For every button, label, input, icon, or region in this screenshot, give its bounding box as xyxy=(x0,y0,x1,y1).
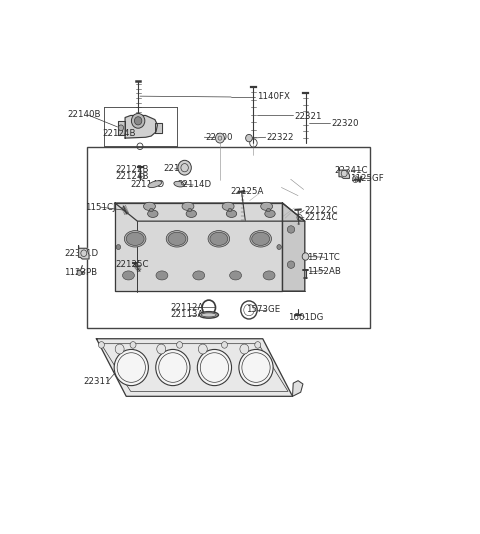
Ellipse shape xyxy=(288,261,295,269)
Ellipse shape xyxy=(122,271,134,280)
Text: 22114D: 22114D xyxy=(177,180,211,190)
Text: 1571TC: 1571TC xyxy=(307,253,340,262)
Ellipse shape xyxy=(114,349,148,386)
Ellipse shape xyxy=(126,232,144,246)
Ellipse shape xyxy=(188,208,192,211)
Text: 22124C: 22124C xyxy=(305,214,338,222)
Circle shape xyxy=(77,271,82,276)
Text: 22341C: 22341C xyxy=(335,166,368,175)
Bar xyxy=(87,147,370,328)
Text: 22321: 22321 xyxy=(294,112,322,121)
Circle shape xyxy=(177,342,182,348)
Ellipse shape xyxy=(197,349,231,386)
Text: 22140B: 22140B xyxy=(67,110,101,119)
Circle shape xyxy=(98,342,105,348)
Text: 1601DG: 1601DG xyxy=(288,313,323,322)
Circle shape xyxy=(134,117,142,125)
Ellipse shape xyxy=(229,271,241,280)
Ellipse shape xyxy=(193,271,204,280)
Polygon shape xyxy=(96,339,292,396)
Text: 22124B: 22124B xyxy=(115,172,148,181)
Text: 22124B: 22124B xyxy=(103,129,136,138)
Polygon shape xyxy=(118,121,125,135)
Text: 1573GE: 1573GE xyxy=(246,305,280,315)
Ellipse shape xyxy=(166,231,188,247)
Text: 1125GF: 1125GF xyxy=(350,174,384,183)
Text: 22125A: 22125A xyxy=(230,187,264,196)
Polygon shape xyxy=(339,168,349,178)
Ellipse shape xyxy=(186,210,196,217)
Text: 22341D: 22341D xyxy=(64,249,98,258)
Circle shape xyxy=(119,125,124,131)
Ellipse shape xyxy=(210,232,228,246)
Text: 22122C: 22122C xyxy=(305,206,338,215)
Ellipse shape xyxy=(148,180,162,187)
Circle shape xyxy=(178,160,192,175)
Circle shape xyxy=(157,344,166,354)
Ellipse shape xyxy=(261,202,273,210)
Ellipse shape xyxy=(144,202,156,210)
Ellipse shape xyxy=(208,231,229,247)
Text: 22129: 22129 xyxy=(163,164,191,174)
Ellipse shape xyxy=(174,182,184,187)
Polygon shape xyxy=(292,381,303,396)
Text: 22112A: 22112A xyxy=(171,303,204,312)
Ellipse shape xyxy=(222,202,234,210)
Ellipse shape xyxy=(156,349,190,386)
Ellipse shape xyxy=(267,208,270,211)
Polygon shape xyxy=(115,203,305,221)
Ellipse shape xyxy=(182,202,194,210)
Circle shape xyxy=(302,253,309,260)
Text: 1140FX: 1140FX xyxy=(257,92,290,101)
Circle shape xyxy=(255,342,261,348)
Polygon shape xyxy=(125,115,157,138)
Ellipse shape xyxy=(228,208,232,211)
Text: 22322: 22322 xyxy=(267,133,294,142)
Text: 22311: 22311 xyxy=(83,377,110,386)
Text: 22122B: 22122B xyxy=(115,165,148,174)
Ellipse shape xyxy=(168,232,186,246)
Text: 22113A: 22113A xyxy=(171,310,204,319)
Polygon shape xyxy=(115,203,282,291)
Text: 22320: 22320 xyxy=(332,119,359,128)
Ellipse shape xyxy=(226,210,237,217)
Circle shape xyxy=(115,344,124,354)
Polygon shape xyxy=(282,203,305,291)
Circle shape xyxy=(246,135,252,142)
Ellipse shape xyxy=(116,245,120,249)
Polygon shape xyxy=(79,246,89,259)
Ellipse shape xyxy=(239,349,273,386)
Text: 1151CJ: 1151CJ xyxy=(85,203,116,211)
Circle shape xyxy=(130,342,136,348)
Ellipse shape xyxy=(199,312,218,318)
Text: 22125C: 22125C xyxy=(115,260,148,269)
Ellipse shape xyxy=(263,271,275,280)
Circle shape xyxy=(240,344,249,354)
Text: 22114D: 22114D xyxy=(131,180,165,190)
Ellipse shape xyxy=(277,245,281,249)
Text: 1152AB: 1152AB xyxy=(307,267,341,276)
Ellipse shape xyxy=(124,231,146,247)
Ellipse shape xyxy=(252,232,270,246)
Text: 1123PB: 1123PB xyxy=(64,268,97,277)
Ellipse shape xyxy=(265,210,275,217)
Ellipse shape xyxy=(156,271,168,280)
Circle shape xyxy=(216,133,225,143)
Circle shape xyxy=(198,344,207,354)
Circle shape xyxy=(221,342,228,348)
Ellipse shape xyxy=(288,226,295,233)
Polygon shape xyxy=(155,123,162,133)
Ellipse shape xyxy=(149,208,153,211)
Ellipse shape xyxy=(148,210,158,217)
Circle shape xyxy=(132,113,145,128)
Text: 22100: 22100 xyxy=(205,133,233,142)
Ellipse shape xyxy=(250,231,272,247)
